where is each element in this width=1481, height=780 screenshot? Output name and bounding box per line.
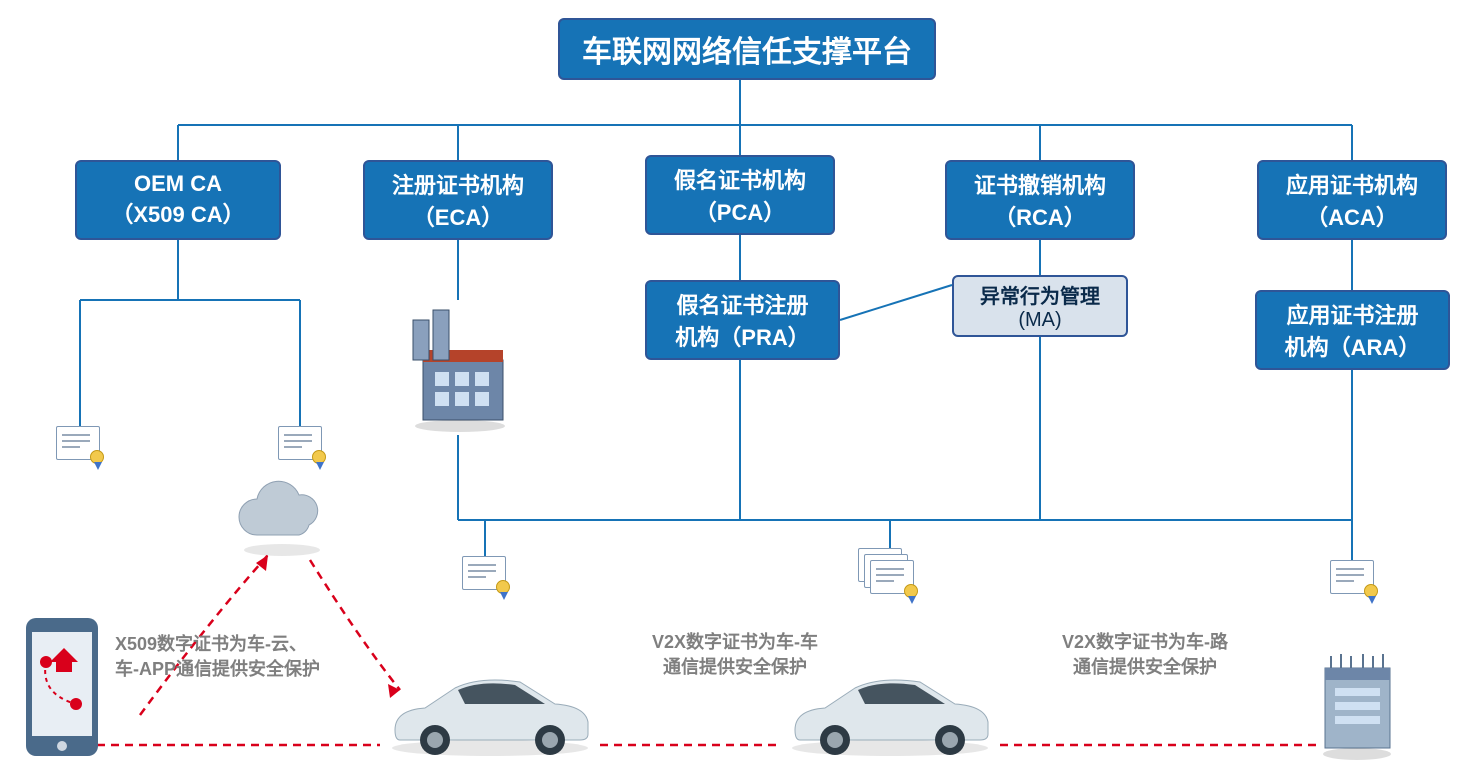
node-ara-l2: 机构（ARA） xyxy=(1285,330,1421,362)
title-label: 车联网网络信任支撑平台 xyxy=(582,27,912,71)
cert-icon xyxy=(1330,560,1376,596)
node-aca: 应用证书机构 （ACA） xyxy=(1257,160,1447,240)
phone-icon xyxy=(20,614,105,764)
node-aca-l2: （ACA） xyxy=(1306,200,1398,232)
cert-icon xyxy=(462,556,508,592)
cert-icon xyxy=(278,426,324,462)
node-oem: OEM CA （X509 CA） xyxy=(75,160,281,240)
node-ma-l1: 异常行为管理 xyxy=(980,280,1100,309)
node-pra-l1: 假名证书注册 xyxy=(676,288,808,320)
caption-v2x-car-l2: 通信提供安全保护 xyxy=(663,657,807,677)
cert-icon xyxy=(870,560,916,596)
title-box: 车联网网络信任支撑平台 xyxy=(558,18,936,80)
caption-v2x-road: V2X数字证书为车-路 通信提供安全保护 xyxy=(1035,630,1255,680)
node-aca-l1: 应用证书机构 xyxy=(1286,168,1418,200)
node-pra: 假名证书注册 机构（PRA） xyxy=(645,280,840,360)
node-ara-l1: 应用证书注册 xyxy=(1286,298,1418,330)
node-pca: 假名证书机构 （PCA） xyxy=(645,155,835,235)
cert-icon xyxy=(56,426,102,462)
node-eca-l2: （ECA） xyxy=(413,200,503,232)
node-rca-l1: 证书撤销机构 xyxy=(974,168,1106,200)
rsu-icon xyxy=(1315,648,1400,763)
node-oem-l2: （X509 CA） xyxy=(111,197,244,229)
car-icon xyxy=(380,660,600,760)
node-rca: 证书撤销机构 （RCA） xyxy=(945,160,1135,240)
node-eca: 注册证书机构 （ECA） xyxy=(363,160,553,240)
node-eca-l1: 注册证书机构 xyxy=(392,168,524,200)
node-rca-l2: （RCA） xyxy=(994,200,1086,232)
node-ma: 异常行为管理 (MA) xyxy=(952,275,1128,337)
node-ma-l2: (MA) xyxy=(1018,309,1061,332)
caption-x509-l1: X509数字证书为车-云、 xyxy=(115,634,307,654)
caption-v2x-road-l2: 通信提供安全保护 xyxy=(1073,657,1217,677)
cloud-icon xyxy=(232,480,332,560)
caption-v2x-car-l1: V2X数字证书为车-车 xyxy=(652,632,818,652)
node-pra-l2: 机构（PRA） xyxy=(675,320,809,352)
caption-v2x-road-l1: V2X数字证书为车-路 xyxy=(1062,632,1228,652)
factory-icon xyxy=(405,300,515,435)
node-pca-l2: （PCA） xyxy=(695,195,785,227)
node-pca-l1: 假名证书机构 xyxy=(674,163,806,195)
caption-x509: X509数字证书为车-云、 车-APP通信提供安全保护 xyxy=(115,632,385,682)
caption-v2x-car: V2X数字证书为车-车 通信提供安全保护 xyxy=(625,630,845,680)
caption-x509-l2: 车-APP通信提供安全保护 xyxy=(115,659,320,679)
node-ara: 应用证书注册 机构（ARA） xyxy=(1255,290,1450,370)
node-oem-l1: OEM CA xyxy=(134,171,222,197)
